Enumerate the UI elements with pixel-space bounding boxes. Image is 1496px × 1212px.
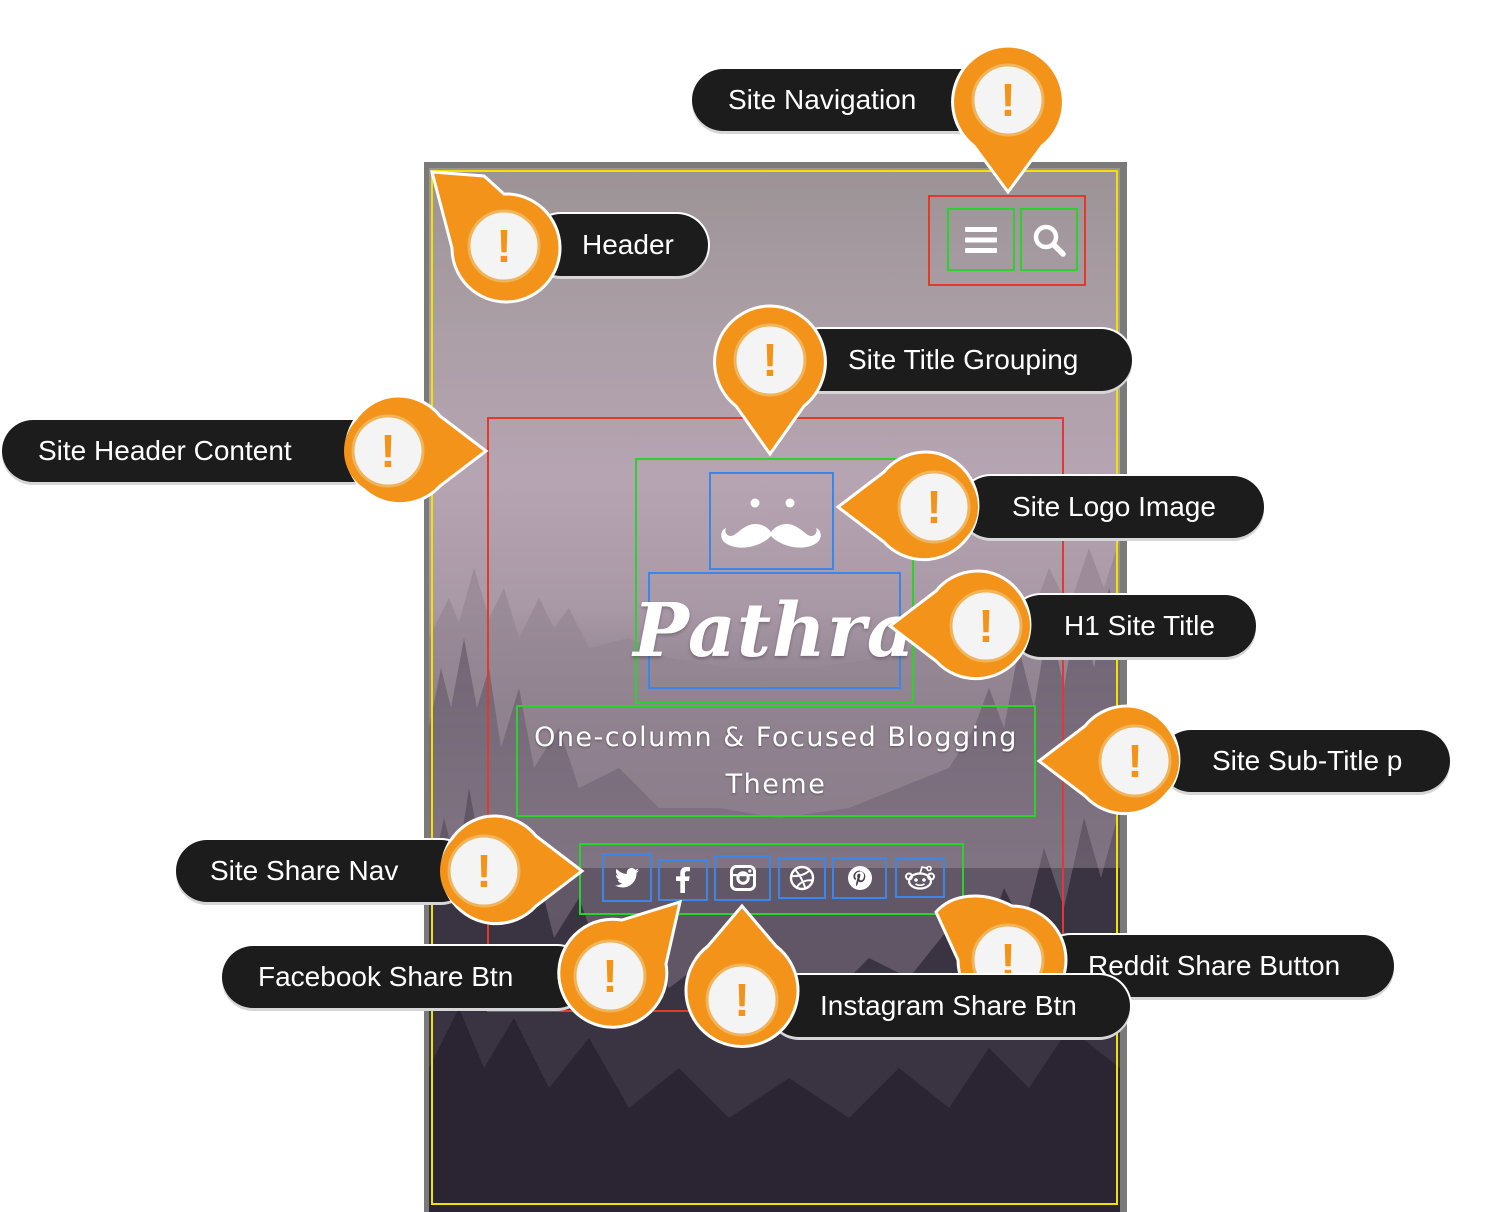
hamburger-menu-icon [965, 226, 997, 253]
facebook-icon [676, 867, 690, 893]
svg-text:!: ! [926, 481, 941, 533]
callout-label: Site Navigation [728, 84, 917, 115]
search-icon [1033, 224, 1066, 257]
site-navigation [928, 195, 1086, 286]
warning-pin-icon: ! [430, 170, 562, 304]
callout-header: Header [530, 214, 708, 276]
svg-text:!: ! [1000, 74, 1015, 126]
warning-pin-icon: ! [440, 814, 585, 926]
warning-pin-icon: ! [684, 903, 800, 1048]
warning-pin-icon: ! [557, 899, 683, 1029]
instagram-share-button[interactable] [714, 855, 771, 901]
dribbble-icon [789, 865, 815, 891]
pinterest-icon [847, 866, 872, 890]
warning-pin-icon: ! [713, 304, 827, 457]
callout-label: Instagram Share Btn [820, 990, 1077, 1021]
warning-pin-icon: ! [344, 394, 489, 506]
callout-label: Header [582, 229, 674, 260]
mustache-icon [721, 498, 821, 548]
svg-text:!: ! [476, 845, 491, 897]
svg-text:!: ! [380, 425, 395, 477]
warning-pin-icon: ! [951, 44, 1065, 195]
svg-text:!: ! [762, 334, 777, 386]
callout-label: Site Share Nav [210, 855, 399, 886]
instagram-icon [729, 865, 756, 891]
svg-text:!: ! [978, 600, 993, 652]
svg-text:!: ! [1000, 934, 1015, 986]
site-subtitle: One-column & Focused Blogging Theme [516, 705, 1036, 817]
callout-label: Facebook Share Btn [258, 961, 514, 992]
svg-text:!: ! [602, 950, 617, 1002]
site-title-grouping [635, 458, 914, 704]
callout-label: Site Logo Image [1012, 491, 1216, 522]
reddit-share-button[interactable] [895, 858, 945, 898]
site-share-nav [579, 843, 964, 915]
callout-site-title-grouping: Site Title Grouping [790, 329, 1132, 391]
warning-pin-icon: ! [887, 569, 1032, 681]
callout-site-share-nav: Site Share Nav [176, 840, 472, 902]
search-button[interactable] [1020, 208, 1078, 271]
dribbble-share-button[interactable] [778, 857, 826, 899]
callout-site-logo-image: Site Logo Image [960, 476, 1264, 538]
menu-button[interactable] [947, 208, 1015, 271]
callout-h1-site-title: H1 Site Title [1010, 595, 1256, 657]
warning-pin-icon: ! [1036, 704, 1181, 816]
site-logo-image[interactable] [709, 472, 834, 570]
site-title[interactable]: Pathra [633, 572, 915, 689]
callout-site-navigation: Site Navigation [692, 69, 1002, 131]
twitter-share-button[interactable] [602, 853, 652, 902]
callout-label: Site Sub-Title p [1212, 745, 1403, 776]
callout-label: H1 Site Title [1064, 610, 1215, 641]
facebook-share-button[interactable] [658, 859, 708, 901]
svg-text:!: ! [1127, 735, 1142, 787]
callout-label: Reddit Share Button [1088, 950, 1341, 981]
callout-label: Site Header Content [38, 435, 292, 466]
callout-facebook-share-btn: Facebook Share Btn [222, 946, 588, 1008]
callout-site-subtitle-p: Site Sub-Title p [1160, 730, 1450, 792]
svg-text:!: ! [734, 974, 749, 1026]
header-outline [431, 170, 1118, 1205]
callout-instagram-share-btn: Instagram Share Btn [768, 975, 1130, 1037]
callout-label: Site Title Grouping [848, 344, 1079, 375]
twitter-icon [615, 867, 639, 887]
svg-text:!: ! [496, 220, 511, 272]
pinterest-share-button[interactable] [832, 857, 887, 899]
callout-site-header-content: Site Header Content [2, 420, 382, 482]
warning-pin-icon: ! [835, 450, 980, 562]
reddit-icon [905, 865, 935, 890]
